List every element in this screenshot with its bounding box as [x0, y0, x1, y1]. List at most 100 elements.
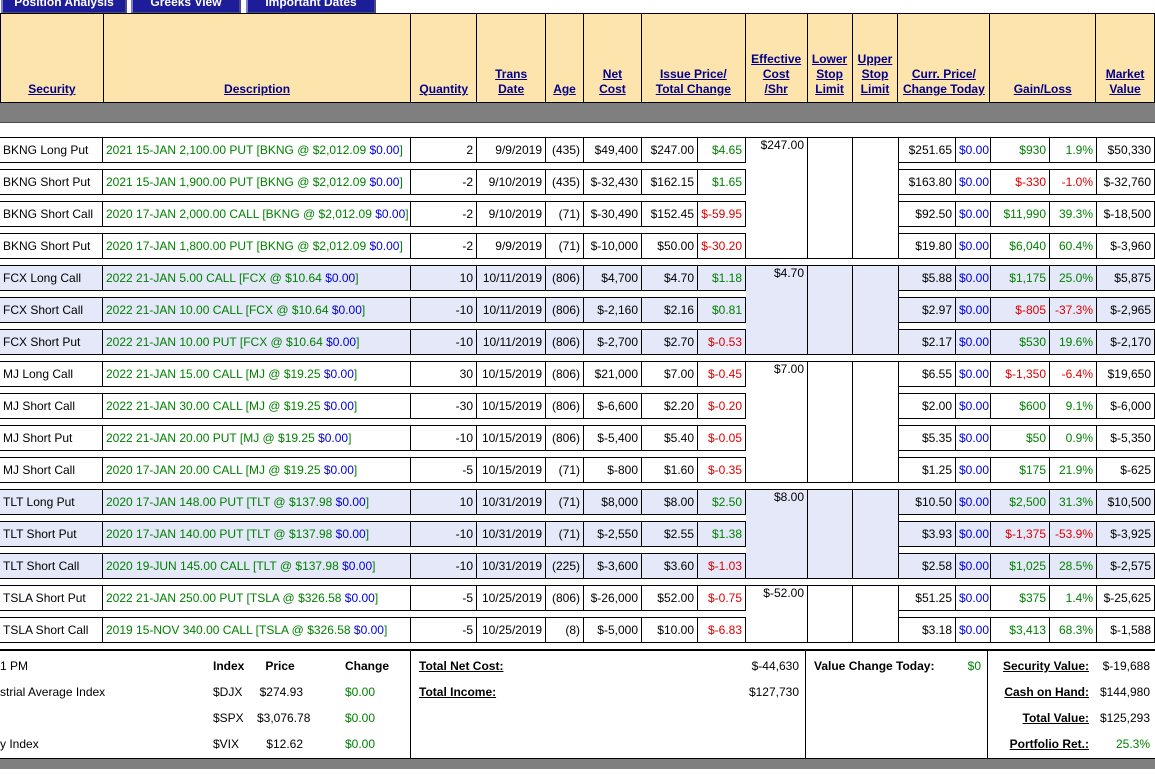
- col-header-gain-loss[interactable]: Gain/Loss: [990, 14, 1097, 102]
- description-change: $0.00: [318, 431, 349, 445]
- trans-date-cell: 10/15/2019: [477, 425, 546, 451]
- age-cell: (806): [546, 585, 584, 611]
- col-header-issue-price-total-change[interactable]: Issue Price/Total Change: [642, 14, 746, 102]
- col-header-description[interactable]: Description: [104, 14, 412, 102]
- col-header-curr-price-change-today[interactable]: Curr. Price/Change Today: [898, 14, 991, 102]
- position-row[interactable]: MJ Short Call 2022 21-JAN 30.00 CALL [MJ …: [0, 393, 1155, 419]
- position-row[interactable]: MJ Long Call 2022 21-JAN 15.00 CALL [MJ @…: [0, 361, 1155, 483]
- position-row[interactable]: FCX Short Call 2022 21-JAN 10.00 CALL [FC…: [0, 297, 1155, 323]
- portfolio-return-label: Portfolio Ret.:: [1009, 737, 1089, 751]
- col-header-age[interactable]: Age: [546, 14, 584, 102]
- position-row[interactable]: FCX Short Put 2022 21-JAN 10.00 PUT [FCX …: [0, 329, 1155, 355]
- total-value-label: Total Value:: [1022, 711, 1089, 725]
- trans-date-cell: 9/9/2019: [477, 137, 546, 163]
- total-change-cell: $-59.95: [698, 201, 746, 227]
- gain-loss-cell: $930: [991, 137, 1050, 163]
- position-row[interactable]: TLT Short Call 2020 19-JUN 145.00 CALL [T…: [0, 553, 1155, 579]
- issue-price-cell: $152.45: [642, 201, 698, 227]
- gain-loss-cell: $11,990: [991, 201, 1050, 227]
- col-header-effective-cost[interactable]: Effective Cost/Shr: [746, 14, 808, 102]
- net-cost-cell: $-10,000: [584, 233, 642, 259]
- position-row[interactable]: BKNG Long Put 2021 15-JAN 2,100.00 PUT [B…: [0, 137, 1155, 259]
- col-header-upper-stop-limit[interactable]: Upper Stop Limit: [853, 14, 899, 102]
- position-row[interactable]: BKNG Short Put 2021 15-JAN 1,900.00 PUT […: [0, 169, 1155, 195]
- gain-loss-pct-cell: 31.3%: [1050, 489, 1097, 515]
- position-row[interactable]: BKNG Short Put 2020 17-JAN 1,800.00 PUT […: [0, 233, 1155, 259]
- col-header-security[interactable]: Security: [1, 14, 104, 102]
- net-cost-cell: $4,700: [584, 265, 642, 291]
- age-cell: (71): [546, 521, 584, 547]
- curr-price-cell: $3.93: [899, 521, 956, 547]
- change-today-cell: $0.00: [956, 585, 991, 611]
- curr-price-cell: $10.50: [899, 489, 956, 515]
- change-today-cell: $0.00: [956, 265, 991, 291]
- gain-loss-pct-cell: -53.9%: [1050, 521, 1097, 547]
- total-value: $125,293: [1099, 711, 1150, 725]
- col-header-lower-stop-limit[interactable]: Lower Stop Limit: [808, 14, 853, 102]
- description-change: $0.00: [353, 623, 384, 637]
- security-cell: BKNG Long Put: [0, 137, 103, 163]
- total-change-cell: $2.50: [698, 489, 746, 515]
- security-cell: MJ Long Call: [0, 361, 103, 387]
- issue-price-cell: $2.55: [642, 521, 698, 547]
- header-separator-bar: [0, 103, 1155, 123]
- gain-loss-cell: $3,413: [991, 617, 1050, 643]
- upper-stop-limit-cell: [853, 361, 899, 483]
- gain-loss-pct-cell: 25.0%: [1050, 265, 1097, 291]
- position-row[interactable]: MJ Short Call 2020 17-JAN 20.00 CALL [MJ …: [0, 457, 1155, 483]
- description-cell: 2022 21-JAN 250.00 PUT [TSLA @ $326.58 $…: [103, 585, 411, 611]
- security-cell: BKNG Short Put: [0, 169, 103, 195]
- issue-price-cell: $162.15: [642, 169, 698, 195]
- gain-loss-pct-cell: 19.6%: [1050, 329, 1097, 355]
- tab-important-dates[interactable]: Important Dates: [246, 0, 376, 13]
- age-cell: (806): [546, 425, 584, 451]
- trans-date-cell: 9/10/2019: [477, 169, 546, 195]
- col-header-net-cost[interactable]: Net Cost: [584, 14, 642, 102]
- gain-loss-pct-cell: 39.3%: [1050, 201, 1097, 227]
- index-change: $0.00: [345, 685, 376, 699]
- col-header-quantity[interactable]: Quantity: [411, 14, 478, 102]
- curr-price-cell: $6.55: [899, 361, 956, 387]
- position-row[interactable]: TLT Short Put 2020 17-JAN 140.00 PUT [TLT…: [0, 521, 1155, 547]
- position-row[interactable]: TLT Long Put 2020 17-JAN 148.00 PUT [TLT …: [0, 489, 1155, 579]
- change-today-cell: $0.00: [956, 457, 991, 483]
- table-header-row: Security Description Quantity Trans Date …: [0, 13, 1155, 103]
- gain-loss-cell: $600: [991, 393, 1050, 419]
- position-row[interactable]: FCX Long Call 2022 21-JAN 5.00 CALL [FCX …: [0, 265, 1155, 355]
- gain-loss-pct-cell: 1.4%: [1050, 585, 1097, 611]
- gain-loss-cell: $2,500: [991, 489, 1050, 515]
- total-income-value: $127,730: [748, 685, 799, 699]
- net-cost-cell: $49,400: [584, 137, 642, 163]
- gain-loss-cell: $-330: [991, 169, 1050, 195]
- gain-loss-cell: $1,025: [991, 553, 1050, 579]
- age-cell: (8): [546, 617, 584, 643]
- market-value-cell: $19,650: [1097, 361, 1155, 387]
- total-change-cell: $1.38: [698, 521, 746, 547]
- upper-stop-limit-cell: [853, 265, 899, 355]
- description-cell: 2020 17-JAN 2,000.00 CALL [BKNG @ $2,012…: [103, 201, 411, 227]
- position-row[interactable]: MJ Short Put 2022 21-JAN 20.00 PUT [MJ @ …: [0, 425, 1155, 451]
- col-header-trans-date[interactable]: Trans Date: [477, 14, 547, 102]
- tab-greeks-view[interactable]: Greeks View: [131, 0, 241, 13]
- effective-cost-cell: $4.70: [746, 265, 808, 355]
- issue-price-cell: $52.00: [642, 585, 698, 611]
- trans-date-cell: 10/11/2019: [477, 265, 546, 291]
- market-value-cell: $-5,350: [1097, 425, 1155, 451]
- change-today-cell: $0.00: [956, 329, 991, 355]
- quantity-cell: 10: [411, 265, 477, 291]
- position-row[interactable]: BKNG Short Call 2020 17-JAN 2,000.00 CALL…: [0, 201, 1155, 227]
- trans-date-cell: 9/9/2019: [477, 233, 546, 259]
- tab-position-analysis[interactable]: Position Analysis: [1, 0, 127, 13]
- index-symbol: $SPX: [213, 711, 244, 725]
- trans-date-cell: 10/11/2019: [477, 329, 546, 355]
- upper-stop-limit-cell: [853, 137, 899, 259]
- col-header-market-value[interactable]: Market Value: [1105, 67, 1145, 96]
- total-income-label: Total Income:: [419, 685, 497, 699]
- position-row[interactable]: TSLA Short Call 2019 15-NOV 340.00 CALL […: [0, 617, 1155, 643]
- position-row[interactable]: TSLA Short Put 2022 21-JAN 250.00 PUT [TS…: [0, 585, 1155, 643]
- market-value-cell: $-2,965: [1097, 297, 1155, 323]
- index-row: strial Average Index $DJX $274.93 $0.00: [0, 679, 410, 705]
- net-cost-cell: $-2,700: [584, 329, 642, 355]
- net-cost-cell: $8,000: [584, 489, 642, 515]
- curr-price-cell: $92.50: [899, 201, 956, 227]
